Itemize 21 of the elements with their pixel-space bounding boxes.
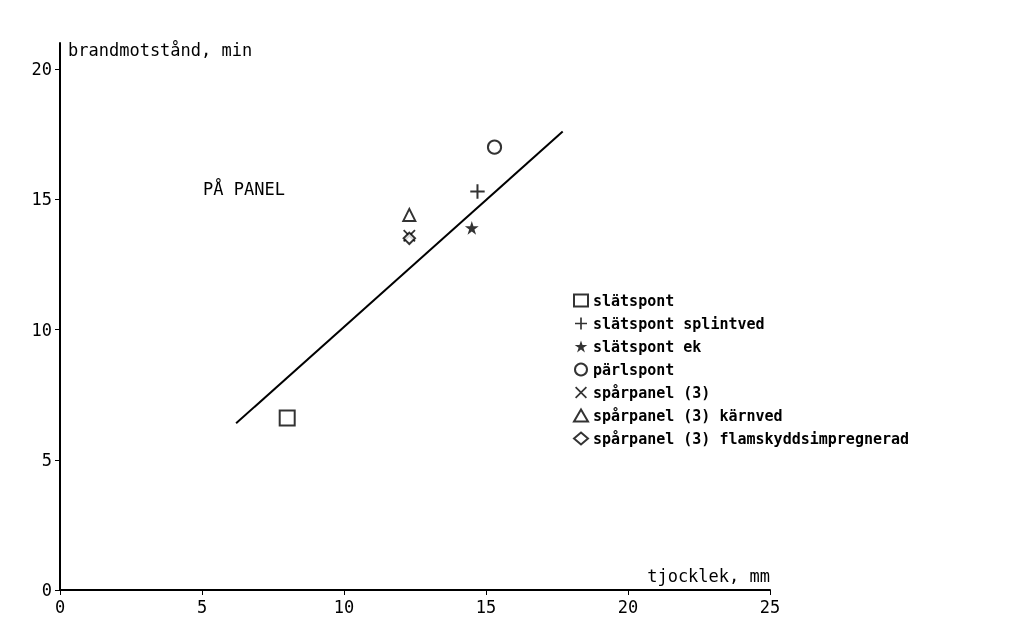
legend-label: spårpanel (3) kärnved [593, 406, 783, 425]
x-tick-label: 10 [333, 596, 355, 617]
x-tick-label: 20 [617, 596, 639, 617]
y-tick-label: 10 [31, 319, 52, 340]
x-tick-label: 25 [759, 596, 781, 617]
legend-label: pärlspont [593, 360, 675, 379]
annotation: PÅ PANEL [203, 177, 285, 199]
legend-label: spårpanel (3) flamskyddsimpregnerad [593, 429, 910, 448]
y-tick-label: 20 [31, 59, 52, 80]
x-tick-label: 0 [54, 596, 66, 617]
y-tick-label: 5 [41, 449, 52, 470]
y-axis-title: brandmotstånd, min [68, 39, 253, 60]
x-tick-label: 5 [196, 596, 208, 617]
y-tick-label: 15 [31, 189, 52, 210]
x-tick-label: 15 [475, 596, 497, 617]
y-tick-label: 0 [41, 580, 52, 600]
legend-label: slätspont [593, 291, 675, 310]
x-axis-title: tjocklek, mm [647, 565, 770, 586]
legend-label: spårpanel (3) [593, 383, 711, 402]
legend-label: slätspont ek [593, 337, 702, 356]
legend-label: slätspont splintved [593, 314, 765, 333]
